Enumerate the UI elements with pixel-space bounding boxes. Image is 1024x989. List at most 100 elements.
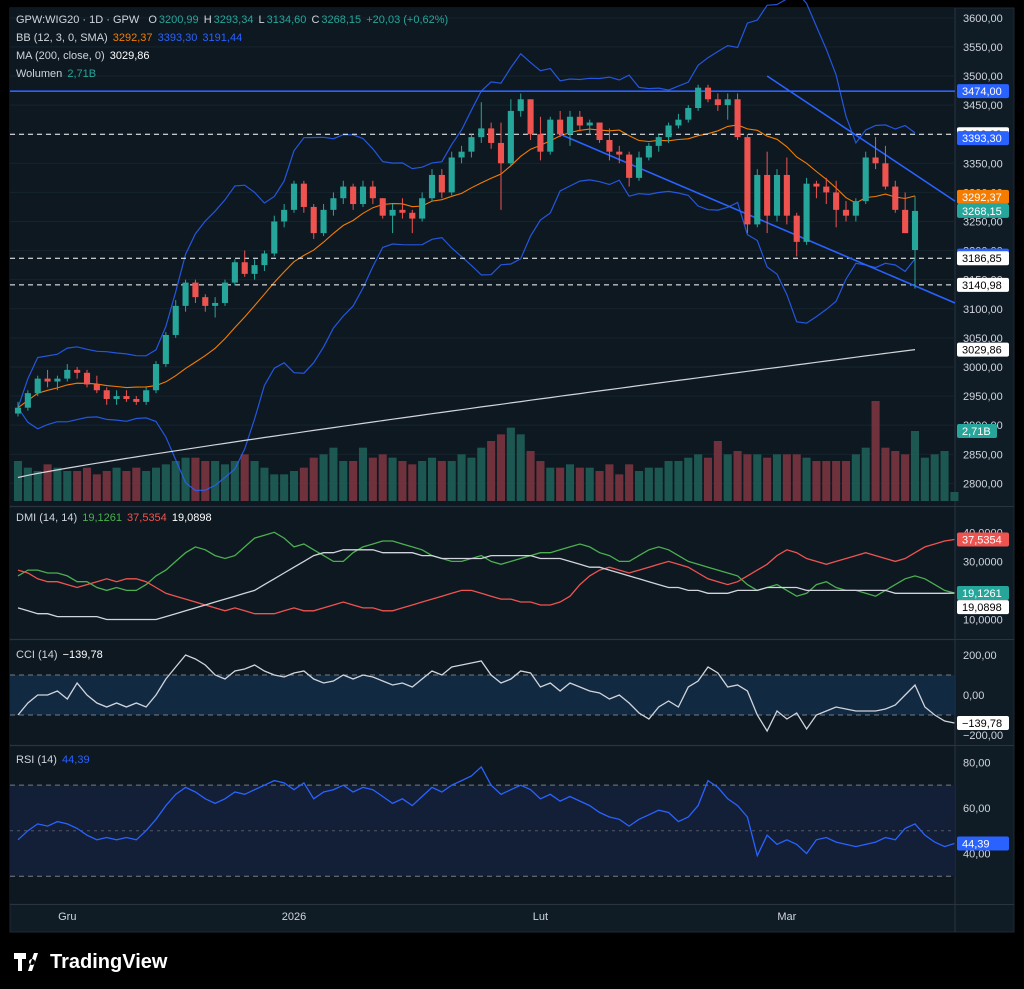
indicator-axis-tag-text: 19,1261 xyxy=(962,588,1002,600)
volume-bar xyxy=(112,467,121,501)
candle-body xyxy=(833,192,840,210)
candle-body xyxy=(221,282,229,303)
candle-body xyxy=(744,137,751,225)
price-tick-label: 3100,00 xyxy=(963,304,1003,316)
volume-bar xyxy=(319,454,328,501)
price-axis-tag-text: 3268,15 xyxy=(962,206,1002,218)
volume-bar xyxy=(723,454,732,501)
candle-body xyxy=(152,364,160,391)
volume-bar xyxy=(349,461,358,501)
candle-body xyxy=(350,186,357,205)
volume-bar xyxy=(782,454,791,501)
candle-body xyxy=(517,99,524,111)
rsi-line xyxy=(17,765,955,858)
candle-body xyxy=(14,407,22,414)
bb-mid-value: 3292,37 xyxy=(112,32,153,44)
price-tick-label: 2950,00 xyxy=(963,391,1003,403)
candle-body xyxy=(103,390,110,399)
pane-bg-0 xyxy=(10,8,955,505)
candle-body xyxy=(310,206,317,234)
candle-body xyxy=(399,209,406,213)
candle-body xyxy=(852,201,859,216)
bb-low-value: 3191,44 xyxy=(202,32,243,44)
volume-value: 2,71B xyxy=(67,68,97,80)
candle-body xyxy=(823,186,830,193)
cci-band xyxy=(10,675,955,715)
candle-body xyxy=(478,128,485,138)
time-tick-label: Gru xyxy=(58,911,76,923)
candle-body xyxy=(892,186,899,210)
price-axis-tag xyxy=(957,203,1009,218)
candle-body xyxy=(290,183,298,210)
price-tick-label: 3350,00 xyxy=(963,158,1003,170)
volume-bar xyxy=(861,447,870,501)
volume-bar xyxy=(487,441,496,501)
candle-body xyxy=(448,157,455,193)
volume-bar xyxy=(753,454,762,501)
candle-body xyxy=(902,209,909,234)
volume-bar xyxy=(694,454,703,501)
candle-body xyxy=(557,119,564,135)
volume-bar xyxy=(713,441,722,501)
indicator-axis-tag-text: 37,5354 xyxy=(962,534,1002,546)
candle-body xyxy=(714,99,721,106)
candle-body xyxy=(133,398,140,402)
candle-body xyxy=(655,137,662,146)
volume-bar xyxy=(161,464,170,501)
candle-body xyxy=(783,174,790,216)
dmi-minus-line xyxy=(17,538,955,615)
volume-bar xyxy=(822,461,831,501)
indicator-axis-tag-text: −139,78 xyxy=(962,718,1002,730)
volume-bar xyxy=(408,464,417,501)
volume-bar xyxy=(388,457,397,501)
price-tick-label: 3250,00 xyxy=(963,216,1003,228)
volume-axis-tag-text: 2,71B xyxy=(962,426,991,438)
volume-bar xyxy=(802,457,811,501)
adx-line xyxy=(17,549,955,621)
tradingview-logo[interactable]: TradingView xyxy=(14,950,167,974)
volume-bar xyxy=(634,471,644,501)
candle-body xyxy=(566,116,574,135)
close-value: 3268,15 xyxy=(321,14,362,26)
candle-body xyxy=(537,134,544,152)
volume-bar xyxy=(674,461,683,501)
price-tick-label: 2850,00 xyxy=(963,449,1003,461)
close-label: C xyxy=(311,14,320,26)
header-dmi: DMI (14, 14) 19,1261 37,5354 19,0898 xyxy=(16,512,214,524)
candle-body xyxy=(428,174,436,199)
candle-body xyxy=(162,334,169,365)
indicator-axis-tag xyxy=(957,532,1009,547)
cci-value: −139,78 xyxy=(62,649,103,661)
rsi-band xyxy=(10,785,955,877)
brand-label: TradingView xyxy=(50,950,168,973)
candle-body xyxy=(458,151,465,158)
bb-up-value: 3393,30 xyxy=(157,32,198,44)
candle-body xyxy=(83,372,91,385)
volume-bar xyxy=(625,464,634,501)
volume-bar xyxy=(63,471,72,501)
candle-body xyxy=(645,145,652,158)
candle-body xyxy=(261,253,268,266)
symbol-label: GPW:WIG20 · 1D · GPW xyxy=(16,14,140,26)
candle-body xyxy=(340,186,347,199)
candle-body xyxy=(34,378,41,394)
bb-label: BB (12, 3, 0, SMA) xyxy=(16,32,108,44)
price-axis-tag xyxy=(957,251,1009,266)
indicator-tick-label: 80,00 xyxy=(963,757,991,769)
price-axis-tag-text: 3140,98 xyxy=(962,280,1002,292)
indicator-axis-tag-text: 19,0898 xyxy=(962,602,1002,614)
indicator-tick-label: 200,00 xyxy=(963,650,997,662)
volume-bar xyxy=(260,467,269,501)
volume-bar xyxy=(506,427,515,501)
volume-bar xyxy=(82,467,92,501)
candle-body xyxy=(695,87,702,109)
candle-body xyxy=(911,210,919,251)
indicator-tick-label: 40,00 xyxy=(963,848,991,860)
candle-body xyxy=(547,119,554,152)
candle-body xyxy=(665,125,672,138)
volume-bar xyxy=(664,461,673,501)
indicator-tick-label: 10,0000 xyxy=(963,614,1003,626)
volume-bar xyxy=(201,461,210,501)
candle-body xyxy=(182,282,189,306)
